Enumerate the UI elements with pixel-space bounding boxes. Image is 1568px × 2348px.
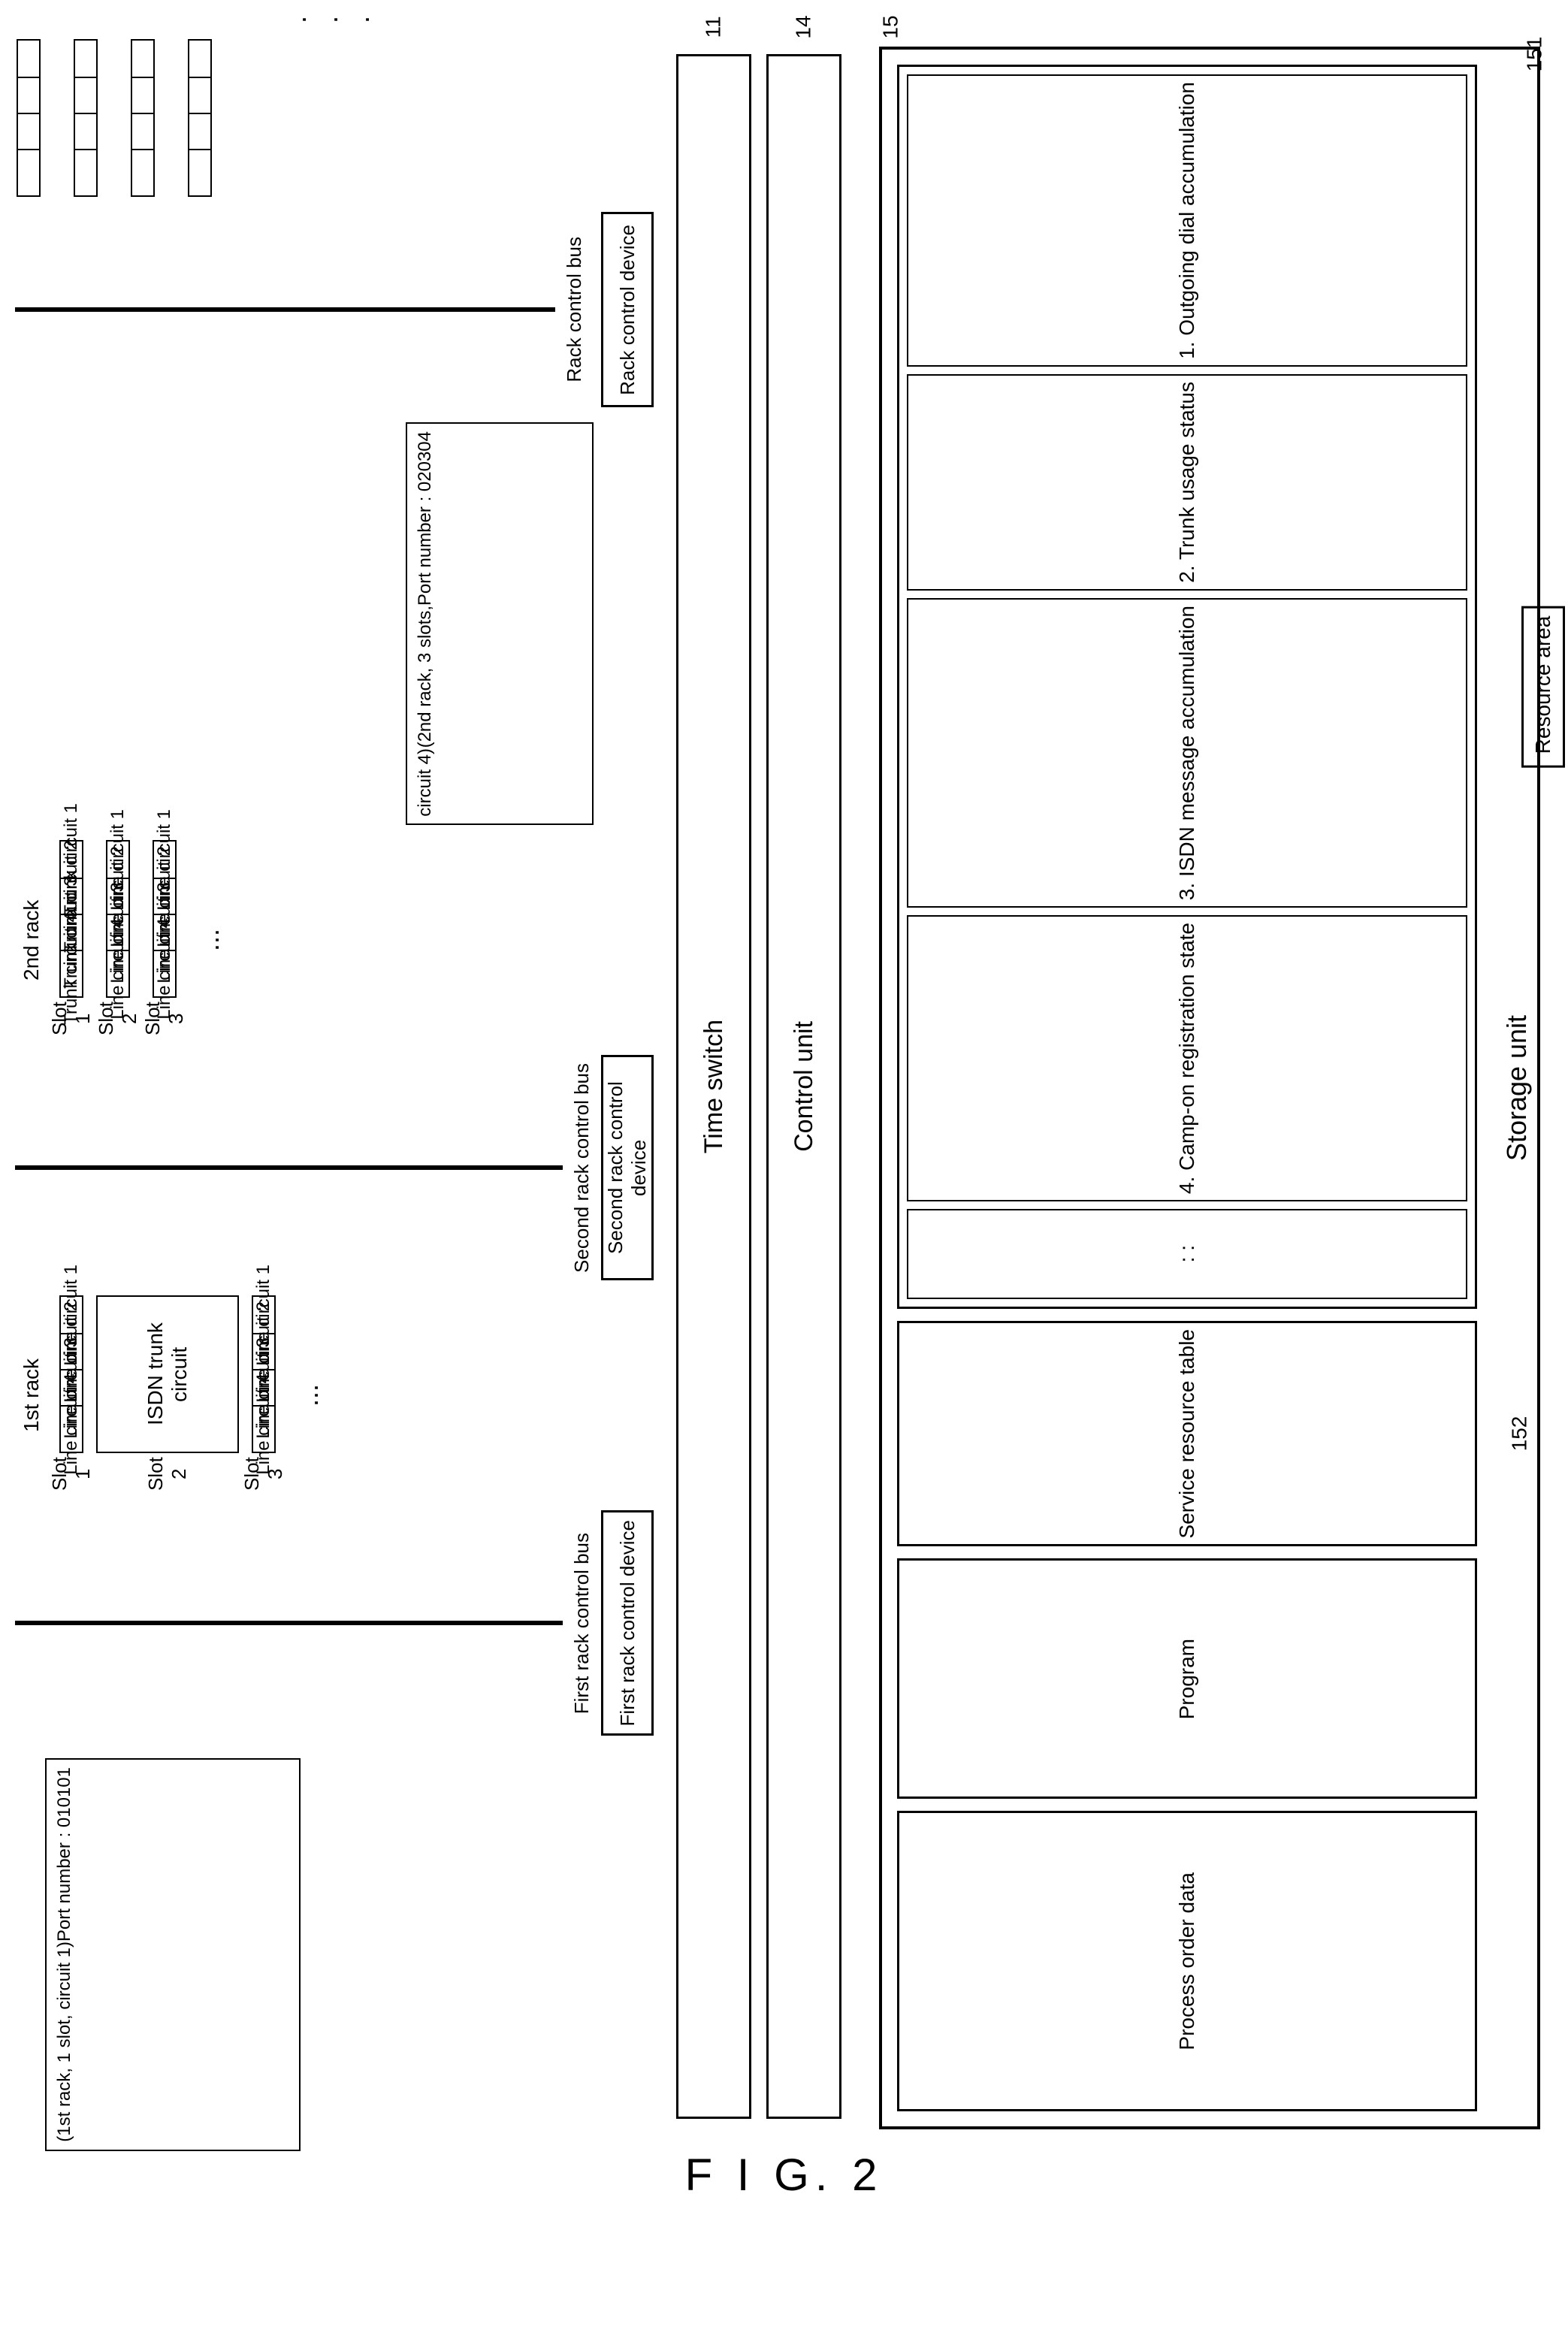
racks-column: · · · x x x x x x x x <box>15 15 654 2119</box>
port-note-2: Port number : 020304 (2nd rack, 3 slots,… <box>406 422 594 825</box>
top-ellipsis: · · · <box>15 15 654 24</box>
slot-label: Slot 3 <box>240 1453 287 1495</box>
time-switch-label: Time switch <box>699 1020 729 1153</box>
resource-item: 1. Outgoing dial accumulation <box>907 74 1467 367</box>
slot-ellipsis: ... <box>287 1295 331 1495</box>
top-bus-row: Rack control bus Rack control device <box>15 212 654 407</box>
port-note-2-line2: (2nd rack, 3 slots, <box>415 606 436 748</box>
slot-label: Slot 2 <box>95 998 141 1040</box>
mid-rack-device: Second rack control device <box>601 1055 654 1280</box>
rack2-slot1: Trunk circuit 1 Trunk circuit 2 Trunk ci… <box>48 840 95 1040</box>
top-rack-device-label: Rack control device <box>616 225 639 395</box>
bot-rack-device: First rack control device <box>601 1510 654 1736</box>
diagram-root: · · · x x x x x x x x <box>15 15 1553 2119</box>
core-column: 11 Time switch 14 Control unit <box>676 15 857 2119</box>
rack2-slot3: Line circuit 1 Line circuit 2 Line circu… <box>141 840 188 1040</box>
port-note-1-line1: Port number : 010101 <box>54 1767 75 1942</box>
mid-rack-device-label: Second rack control device <box>604 1057 651 1278</box>
slot-label: Slot 2 <box>144 1453 191 1495</box>
resource-area-label: Resource area <box>1531 616 1555 754</box>
slot-label: Slot 1 <box>48 1453 95 1495</box>
process-order-data-box: Process order data <box>897 1811 1477 2111</box>
port-note-1-line2: (1st rack, 1 slot, circuit 1) <box>54 1942 75 2142</box>
first-rack-label: 1st rack <box>15 1295 48 1495</box>
top-bus-label: Rack control bus <box>563 237 586 382</box>
top-rack-device: Rack control device <box>601 212 654 407</box>
ref-11: 11 <box>702 16 726 38</box>
storage-unit: Storage unit 151 1. Outgoing dial accumu… <box>879 47 1540 2129</box>
ref-152: 152 <box>1508 1416 1532 1452</box>
bot-bus-row: First rack control bus First rack contro… <box>15 1510 654 1736</box>
rack1-slot1: Line circuit 1 Line circuit 2 Line circu… <box>48 1295 95 1495</box>
second-rack-label: 2nd rack <box>15 840 48 1040</box>
ref-151: 151 <box>1523 37 1547 72</box>
resource-area: 1. Outgoing dial accumulation 2. Trunk u… <box>897 65 1477 1309</box>
resource-item: 3. ISDN message accumulation <box>907 598 1467 908</box>
storage-title: Storage unit <box>1501 1015 1533 1161</box>
blank-slot-box: x x x x <box>17 39 41 197</box>
rack1-slot3: Line circuit 1 Line circuit 2 Line circu… <box>240 1295 287 1495</box>
control-unit-label: Control unit <box>790 1021 819 1152</box>
resource-area-label-box: Resource area <box>1521 606 1565 768</box>
storage-column: 15 Storage unit 151 1. Outgoing dial acc… <box>879 15 1540 2119</box>
blank-rack-row: x x x x x x x x x x x x <box>15 39 654 197</box>
port-note-2-line1: Port number : 020304 <box>415 431 436 606</box>
time-switch: Time switch <box>676 54 751 2119</box>
bot-rack-device-label: First rack control device <box>616 1520 639 1727</box>
program-box: Program <box>897 1558 1477 1799</box>
blank-slot: x x x x <box>186 39 213 197</box>
blank-slot: x x x x <box>129 39 156 197</box>
rack2-slot2: Line circuit 1 Line circuit 2 Line circu… <box>95 840 141 1040</box>
ref-15: 15 <box>879 15 903 38</box>
service-resource-table: Service resource table <box>897 1321 1477 1547</box>
ref-14: 14 <box>792 15 816 38</box>
resource-item: 4. Camp-on registration state <box>907 915 1467 1201</box>
blank-slot: x x x x <box>15 39 42 197</box>
port-note-2-line3: circuit 4) <box>415 748 436 817</box>
resource-item: : : <box>907 1209 1467 1299</box>
control-unit: Control unit <box>766 54 841 2119</box>
port-note-1: Port number : 010101 (1st rack, 1 slot, … <box>45 1758 301 2151</box>
slot-label: Slot 3 <box>141 998 188 1040</box>
mid-bus-row: Second rack control bus Second rack cont… <box>15 1055 654 1280</box>
rack1-slot2-isdn: ISDN trunk circuit Slot 2 <box>95 1295 240 1495</box>
slot-ellipsis: ... <box>188 840 231 1040</box>
first-rack: 1st rack Line circuit 1 Line circuit 2 L… <box>15 1295 654 1495</box>
second-rack: 2nd rack Trunk circuit 1 Trunk circuit 2… <box>15 840 654 1040</box>
blank-slot: x x x x <box>72 39 99 197</box>
resource-item: 2. Trunk usage status <box>907 374 1467 591</box>
isdn-circuit: ISDN trunk circuit <box>144 1297 192 1452</box>
figure-label: F I G. 2 <box>15 2149 1553 2201</box>
slot-label: Slot 1 <box>48 998 95 1040</box>
bot-bus-label: First rack control bus <box>570 1533 594 1714</box>
mid-bus-label: Second rack control bus <box>570 1063 594 1273</box>
